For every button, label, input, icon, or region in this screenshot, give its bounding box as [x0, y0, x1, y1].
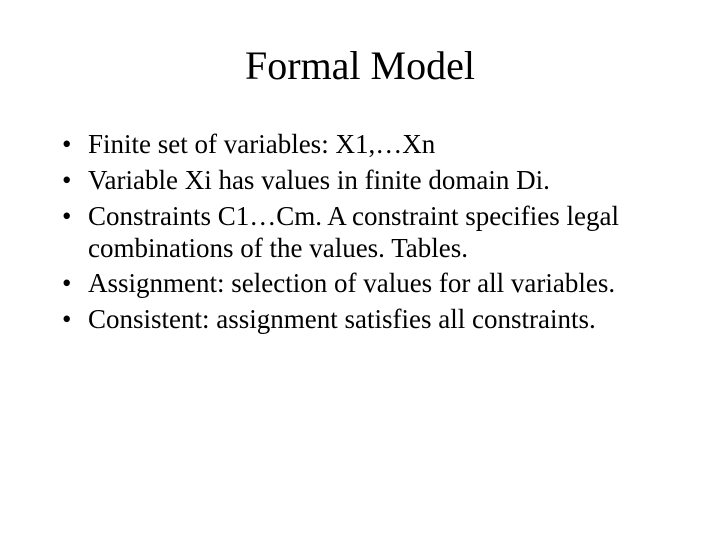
bullet-text: Assignment: selection of values for all … — [88, 268, 615, 298]
list-item: Consistent: assignment satisfies all con… — [60, 304, 660, 336]
bullet-text: Consistent: assignment satisfies all con… — [88, 304, 596, 334]
list-item: Finite set of variables: X1,…Xn — [60, 129, 660, 161]
bullet-text: Constraints C1…Cm. A constraint specifie… — [88, 201, 619, 263]
list-item: Assignment: selection of values for all … — [60, 268, 660, 300]
slide-body: Finite set of variables: X1,…Xn Variable… — [0, 99, 720, 336]
slide-title: Formal Model — [0, 0, 720, 99]
bullet-list: Finite set of variables: X1,…Xn Variable… — [60, 129, 660, 336]
bullet-text: Finite set of variables: X1,…Xn — [88, 129, 435, 159]
list-item: Constraints C1…Cm. A constraint specifie… — [60, 201, 660, 265]
list-item: Variable Xi has values in finite domain … — [60, 165, 660, 197]
slide: Formal Model Finite set of variables: X1… — [0, 0, 720, 540]
bullet-text: Variable Xi has values in finite domain … — [88, 165, 550, 195]
